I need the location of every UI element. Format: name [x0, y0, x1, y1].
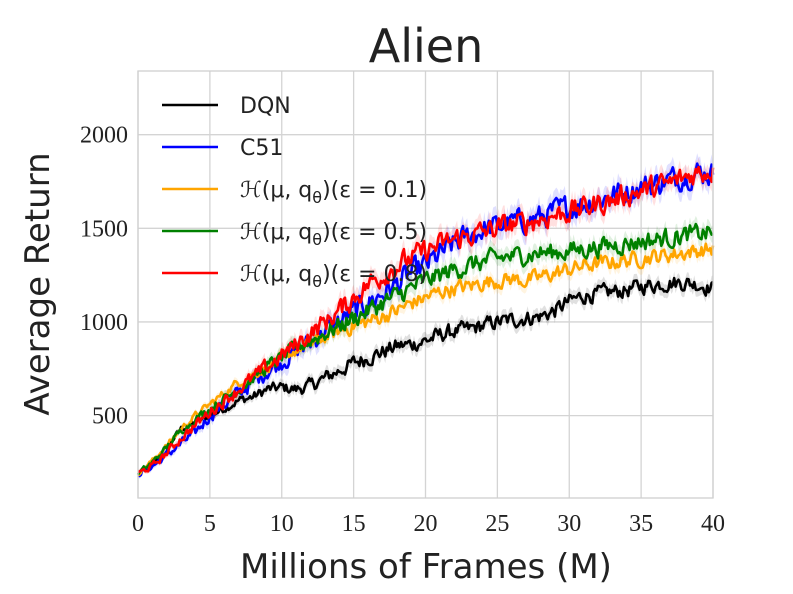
y-tick-label: 500 — [92, 404, 128, 430]
legend-label-3: ℋ(μ, qθ)(ε = 0.5) — [240, 220, 427, 249]
x-axis-label: Millions of Frames (M) — [240, 547, 612, 587]
series-line-4 — [137, 165, 715, 474]
legend-label-part: )(ε = 0.1) — [322, 178, 427, 203]
y-axis-label: Average Return — [18, 152, 58, 415]
y-tick-label: 1500 — [80, 216, 128, 242]
y-axis-ticks: 500 1000 1500 2000 — [80, 123, 128, 430]
x-tick-label: 10 — [270, 511, 294, 537]
legend-label-4: ℋ(μ, qθ)(ε = 0.8) — [240, 262, 427, 291]
legend-label-subscript: θ — [312, 188, 322, 207]
legend-label-part: )(ε = 0.8) — [322, 262, 427, 287]
x-tick-label: 35 — [629, 511, 653, 537]
legend-label-2: ℋ(μ, qθ)(ε = 0.1) — [240, 178, 427, 207]
x-tick-label: 40 — [701, 511, 725, 537]
x-tick-label: 5 — [204, 511, 216, 537]
series-lines — [136, 162, 715, 478]
x-tick-label: 20 — [414, 511, 438, 537]
x-tick-label: 25 — [485, 511, 509, 537]
series-line-2 — [137, 242, 715, 477]
legend-label-part: ℋ(μ, q — [240, 262, 312, 287]
plot-frame — [137, 70, 714, 499]
series-line-0 — [137, 276, 714, 475]
y-tick-label: 2000 — [80, 123, 128, 149]
y-tick-label: 1000 — [80, 310, 128, 336]
x-tick-label: 0 — [132, 511, 144, 537]
chart-title: Alien — [369, 19, 483, 73]
legend-label-part: ℋ(μ, q — [240, 220, 312, 245]
legend-label-part: ℋ(μ, q — [240, 178, 312, 203]
x-axis-ticks: 0 5 10 15 20 25 30 35 40 — [132, 511, 725, 537]
legend-label-part: )(ε = 0.5) — [322, 220, 427, 245]
legend-label-1: C51 — [240, 136, 283, 161]
x-tick-label: 30 — [557, 511, 581, 537]
legend-label-subscript: θ — [312, 272, 322, 291]
legend-label-subscript: θ — [312, 230, 322, 249]
legend-label-0: DQN — [240, 94, 291, 119]
x-tick-label: 15 — [342, 511, 366, 537]
